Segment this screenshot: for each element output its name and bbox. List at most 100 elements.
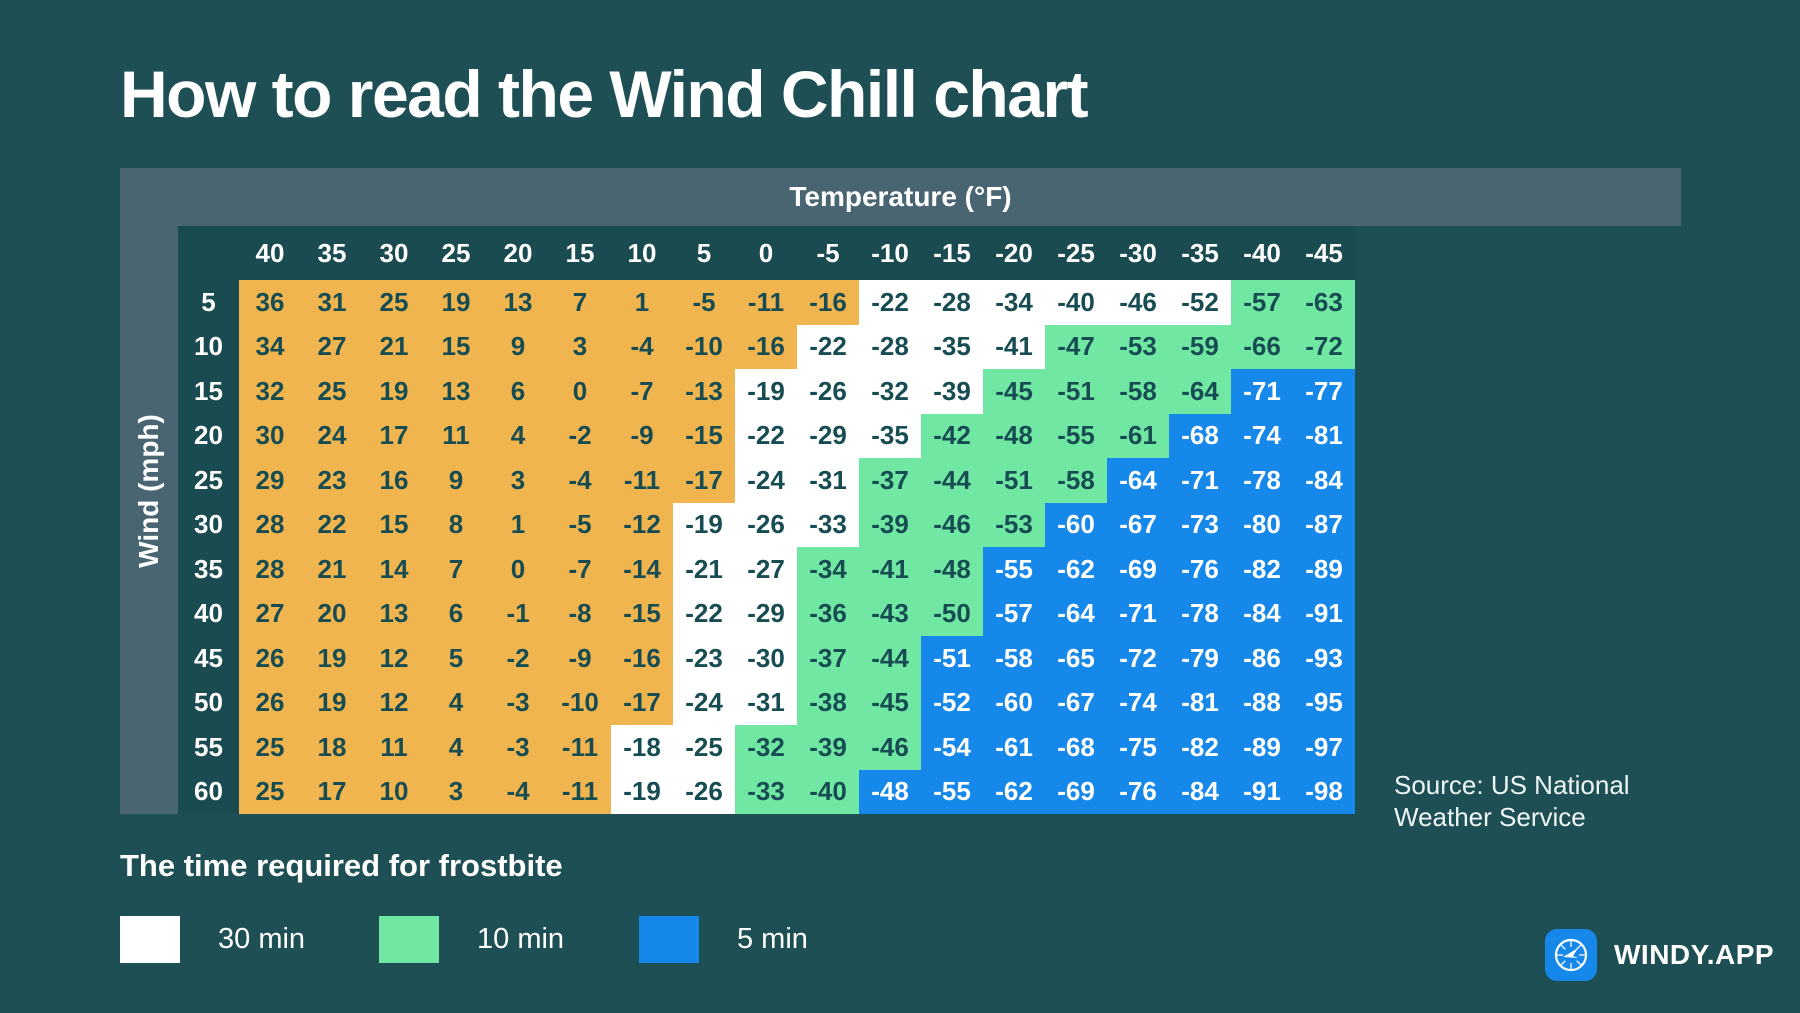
legend-title: The time required for frostbite — [120, 848, 563, 883]
wind-row-header: 50 — [194, 687, 223, 718]
wind-chill-cell: 3 — [425, 769, 487, 814]
wind-chill-cell: 6 — [425, 591, 487, 636]
wind-chill-cell: -37 — [797, 636, 859, 681]
wind-rose-compass-icon — [1545, 929, 1597, 981]
wind-chill-cell: -25 — [673, 725, 735, 770]
wind-chill-cell: 25 — [363, 280, 425, 325]
wind-chill-cell: -10 — [673, 324, 735, 369]
wind-chill-cell: -63 — [1293, 280, 1355, 325]
wind-chill-cell: -22 — [735, 413, 797, 458]
temperature-column-header: -10 — [871, 237, 909, 268]
wind-row-header: 55 — [194, 731, 223, 762]
wind-chill-cell: 17 — [301, 769, 363, 814]
wind-chill-cell: -37 — [859, 458, 921, 503]
wind-chill-cell: -88 — [1231, 680, 1293, 725]
wind-chill-cell: -77 — [1293, 369, 1355, 414]
wind-chill-cell: 19 — [301, 680, 363, 725]
wind-chill-cell: 16 — [363, 458, 425, 503]
wind-chill-cell: -52 — [1169, 280, 1231, 325]
temperature-axis-label: Temperature (°F) — [789, 181, 1012, 212]
legend-label: 30 min — [218, 923, 306, 955]
wind-chill-cell: -39 — [859, 502, 921, 547]
wind-chill-cell: -86 — [1231, 636, 1293, 681]
wind-chill-cell: -81 — [1169, 680, 1231, 725]
wind-chill-cell: -3 — [487, 725, 549, 770]
wind-chill-cell: 19 — [425, 280, 487, 325]
wind-chill-cell: -31 — [797, 458, 859, 503]
wind-chill-cell: -84 — [1169, 769, 1231, 814]
wind-chill-cell: -26 — [735, 502, 797, 547]
wind-chill-cell: -97 — [1293, 725, 1355, 770]
wind-chill-cell: -48 — [921, 547, 983, 592]
wind-chill-cell: -89 — [1231, 725, 1293, 770]
wind-chill-cell: -38 — [797, 680, 859, 725]
wind-chill-cell: -44 — [859, 636, 921, 681]
temperature-column-header: 10 — [627, 237, 657, 268]
wind-chill-cell: -40 — [1045, 280, 1107, 325]
wind-chill-cell: -11 — [549, 769, 611, 814]
temperature-column-header: -25 — [1057, 237, 1095, 268]
wind-chill-cell: -7 — [611, 369, 673, 414]
temperature-column-header: -15 — [933, 237, 971, 268]
wind-chill-cell: -27 — [735, 547, 797, 592]
wind-chill-cell: -58 — [1045, 458, 1107, 503]
wind-chill-cell: 23 — [301, 458, 363, 503]
wind-chill-cell: -15 — [611, 591, 673, 636]
wind-chill-cell: 11 — [363, 725, 425, 770]
wind-chill-cell: -76 — [1169, 547, 1231, 592]
wind-chill-cell: 5 — [425, 636, 487, 681]
app-name: WINDY.APP — [1614, 939, 1775, 970]
wind-chill-cell: -74 — [1107, 680, 1169, 725]
wind-chill-cell: -39 — [797, 725, 859, 770]
wind-chill-cell: -21 — [673, 547, 735, 592]
wind-chill-cell: -84 — [1293, 458, 1355, 503]
wind-chill-cell: 19 — [363, 369, 425, 414]
wind-chill-cell: -95 — [1293, 680, 1355, 725]
wind-chill-cell: -16 — [797, 280, 859, 325]
wind-chill-cell: -11 — [549, 725, 611, 770]
wind-chill-cell: -32 — [859, 369, 921, 414]
wind-chill-cell: -61 — [983, 725, 1045, 770]
wind-chill-cell: -71 — [1231, 369, 1293, 414]
wind-chill-cell: -9 — [611, 413, 673, 458]
wind-chill-cell: 0 — [487, 547, 549, 592]
wind-chill-cell: 12 — [363, 680, 425, 725]
wind-chill-cell: -51 — [983, 458, 1045, 503]
wind-chill-cell: -69 — [1107, 547, 1169, 592]
wind-chill-cell: -1 — [487, 591, 549, 636]
wind-chill-cell: -98 — [1293, 769, 1355, 814]
wind-chill-cell: 13 — [425, 369, 487, 414]
wind-chill-cell: 34 — [239, 324, 301, 369]
wind-chill-cell: -4 — [611, 324, 673, 369]
branding: WINDY.APP — [1545, 929, 1774, 981]
wind-chill-cell: -54 — [921, 725, 983, 770]
wind-axis-bar: Wind (mph) — [120, 168, 178, 814]
wind-chill-cell: -68 — [1169, 413, 1231, 458]
wind-chill-cell: -19 — [611, 769, 673, 814]
wind-chill-cell: 3 — [549, 324, 611, 369]
wind-chill-cell: 31 — [301, 280, 363, 325]
wind-chill-cell: -78 — [1169, 591, 1231, 636]
wind-chill-cell: 27 — [239, 591, 301, 636]
wind-chill-cell: 25 — [239, 725, 301, 770]
wind-chill-cell: 3 — [487, 458, 549, 503]
temperature-column-header: 20 — [503, 237, 533, 268]
wind-chill-cell: 25 — [301, 369, 363, 414]
wind-chill-cell: -55 — [1045, 413, 1107, 458]
source-note: Source: US National Weather Service — [1394, 770, 1630, 833]
legend-label: 10 min — [477, 923, 565, 955]
wind-chill-cell: -46 — [921, 502, 983, 547]
wind-chill-cell: 7 — [425, 547, 487, 592]
wind-chill-cell: -45 — [983, 369, 1045, 414]
wind-chill-cell: -3 — [487, 680, 549, 725]
wind-chill-cell: -22 — [859, 280, 921, 325]
wind-chill-cell: -84 — [1231, 591, 1293, 636]
wind-chill-cell: -75 — [1107, 725, 1169, 770]
wind-chill-cell: -79 — [1169, 636, 1231, 681]
wind-chill-cell: -5 — [673, 280, 735, 325]
wind-chill-cell: -11 — [611, 458, 673, 503]
wind-chill-cell: -48 — [983, 413, 1045, 458]
wind-chill-cell: -42 — [921, 413, 983, 458]
wind-chill-cell: -39 — [921, 369, 983, 414]
wind-chill-cell: -68 — [1045, 725, 1107, 770]
